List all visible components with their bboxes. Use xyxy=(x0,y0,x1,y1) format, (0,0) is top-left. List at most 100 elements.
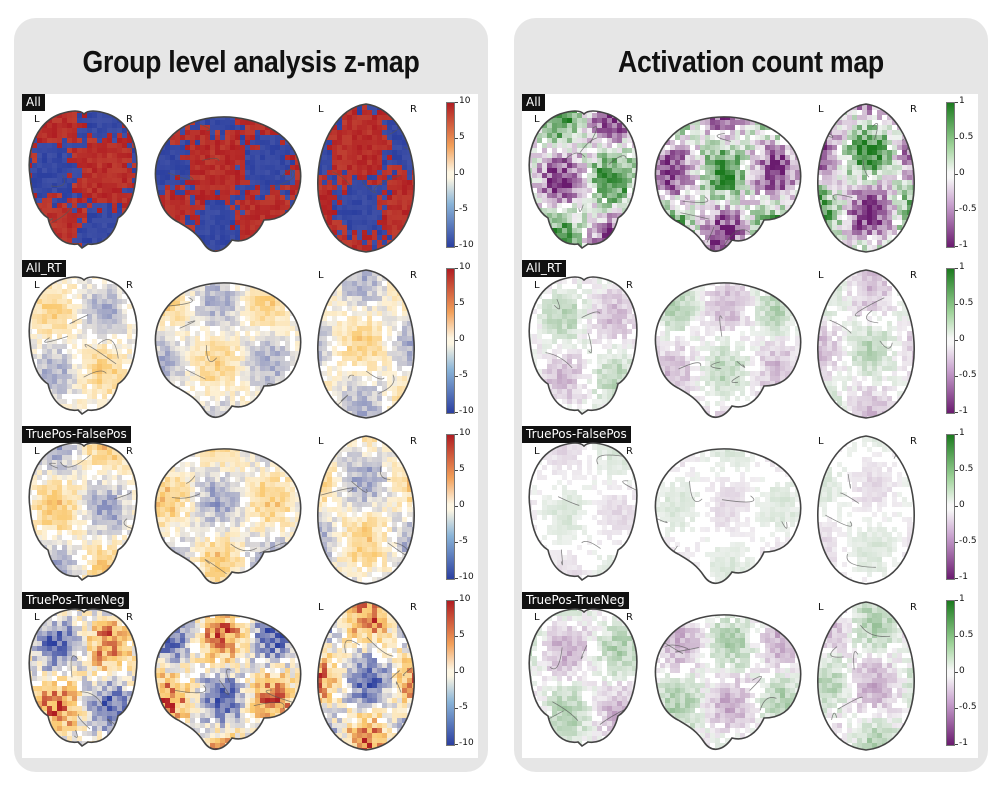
orientation-label: L xyxy=(818,104,824,115)
colorbar-tick-label: 0.5 xyxy=(959,630,974,640)
orientation-label: L xyxy=(534,446,540,457)
colorbar-tickmark xyxy=(455,744,458,745)
orientation-label: L xyxy=(534,114,540,125)
orientation-label: R xyxy=(126,280,133,291)
colorbar-tickmark xyxy=(955,102,958,103)
colorbar-tickmark xyxy=(455,636,458,637)
colorbar-tickmark xyxy=(455,304,458,305)
brain-view xyxy=(154,282,302,418)
orientation-label: R xyxy=(410,602,417,613)
orientation-label: R xyxy=(910,270,917,281)
colorbar-tick-label: -1 xyxy=(959,240,968,250)
orientation-label: R xyxy=(626,280,633,291)
colorbar-tickmark xyxy=(455,102,458,103)
colorbar-tick-label: -10 xyxy=(459,738,474,748)
colorbar-tickmark xyxy=(955,600,958,601)
orientation-label: R xyxy=(626,446,633,457)
brain-view xyxy=(28,442,138,582)
orientation-label: R xyxy=(126,612,133,623)
brain-view xyxy=(528,442,638,582)
glass-brain-views xyxy=(528,103,915,253)
brain-row: TruePos-FalsePos L R L R 10 5 0 -5 -10 xyxy=(22,426,478,588)
colorbar-tickmark xyxy=(455,578,458,579)
brain-row: All L R L R 1 0.5 0 -0.5 -1 xyxy=(522,94,978,256)
colorbar-tickmark xyxy=(455,434,458,435)
orientation-label: L xyxy=(534,612,540,623)
colorbar-tickmark xyxy=(955,434,958,435)
colorbar-tickmark xyxy=(455,210,458,211)
row-label: TruePos-TrueNeg xyxy=(522,592,629,609)
orientation-label: L xyxy=(318,436,324,447)
colorbar-tickmark xyxy=(455,376,458,377)
colorbar-tickmark xyxy=(955,578,958,579)
orientation-label: R xyxy=(410,104,417,115)
glass-brain-views xyxy=(28,601,415,751)
colorbar-tick-label: 5 xyxy=(459,630,465,640)
colorbar-tick-label: 0.5 xyxy=(959,298,974,308)
colorbar-tickmark xyxy=(955,138,958,139)
zmap-panel: Group level analysis z-map All L R L R 10 5 0 -… xyxy=(14,18,488,772)
orientation-label: L xyxy=(318,602,324,613)
orientation-label: L xyxy=(34,280,40,291)
count-panel: Activation count map All L R L R 1 0.5 0 -0.5 -1… xyxy=(514,18,988,772)
colorbar-tick-label: -10 xyxy=(459,406,474,416)
colorbar xyxy=(446,102,455,248)
colorbar-tick-label: 1 xyxy=(959,96,965,106)
orientation-label: R xyxy=(626,114,633,125)
colorbar-tick-label: 0 xyxy=(459,168,465,178)
brain-row: TruePos-TrueNeg L R L R 10 5 0 -5 -10 xyxy=(22,592,478,754)
glass-brain-views xyxy=(528,269,915,419)
colorbar-tick-label: -1 xyxy=(959,406,968,416)
brain-view xyxy=(317,103,415,253)
panel-title: Group level analysis z-map xyxy=(82,44,420,79)
brain-row: TruePos-FalsePos L R L R 1 0.5 0 -0.5 -1 xyxy=(522,426,978,588)
glass-brain-views xyxy=(28,103,415,253)
brain-view xyxy=(317,269,415,419)
colorbar-tickmark xyxy=(955,708,958,709)
glass-brain-views xyxy=(28,269,415,419)
brain-view xyxy=(317,435,415,585)
brain-view xyxy=(817,103,915,253)
colorbar-tick-label: -1 xyxy=(959,738,968,748)
brain-view xyxy=(654,116,802,252)
colorbar-tick-label: -0.5 xyxy=(959,702,977,712)
glass-brain-views xyxy=(528,435,915,585)
colorbar-tick-label: -5 xyxy=(459,702,468,712)
orientation-label: R xyxy=(910,602,917,613)
orientation-label: R xyxy=(910,104,917,115)
brain-view xyxy=(654,448,802,584)
colorbar-tick-label: 1 xyxy=(959,428,965,438)
row-label: TruePos-TrueNeg xyxy=(22,592,129,609)
colorbar-tickmark xyxy=(955,246,958,247)
orientation-label: L xyxy=(318,104,324,115)
brain-row: All_RT L R L R 1 0.5 0 -0.5 -1 xyxy=(522,260,978,422)
brain-view xyxy=(817,601,915,751)
colorbar-tick-label: 0 xyxy=(959,334,965,344)
row-label: All_RT xyxy=(22,260,66,277)
brain-view xyxy=(528,276,638,416)
brain-view xyxy=(528,110,638,250)
colorbar xyxy=(946,434,955,580)
brain-view xyxy=(28,276,138,416)
orientation-label: L xyxy=(818,436,824,447)
colorbar-tickmark xyxy=(955,470,958,471)
colorbar xyxy=(946,600,955,746)
colorbar-tick-label: 5 xyxy=(459,132,465,142)
orientation-label: L xyxy=(34,446,40,457)
colorbar-tick-label: -5 xyxy=(459,370,468,380)
colorbar-tickmark xyxy=(455,412,458,413)
orientation-label: L xyxy=(34,612,40,623)
colorbar-tickmark xyxy=(455,174,458,175)
colorbar-tick-label: -0.5 xyxy=(959,370,977,380)
colorbar-tick-label: 0 xyxy=(959,500,965,510)
colorbar-tick-label: 5 xyxy=(459,464,465,474)
colorbar-tickmark xyxy=(955,506,958,507)
brain-view xyxy=(28,608,138,748)
brain-view xyxy=(817,269,915,419)
brain-view xyxy=(654,614,802,750)
colorbar-tickmark xyxy=(955,268,958,269)
brain-view xyxy=(654,282,802,418)
orientation-label: R xyxy=(626,612,633,623)
colorbar-tick-label: 0 xyxy=(459,500,465,510)
row-label: All xyxy=(522,94,545,111)
